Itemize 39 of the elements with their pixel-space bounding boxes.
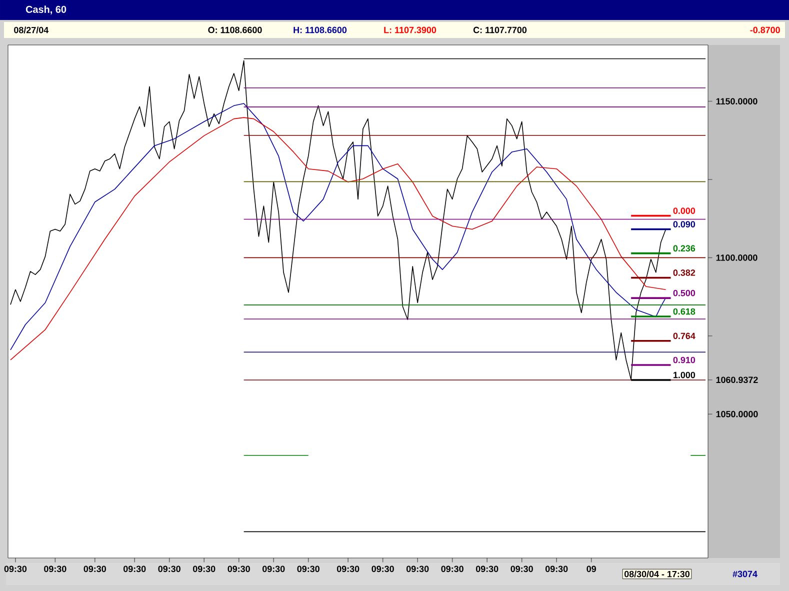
x-tick-label: 09:30 [372, 566, 394, 572]
y-tick-label: 1050.0000 [716, 410, 758, 418]
series-label: 0.764 [673, 332, 696, 340]
x-tick-label: 09:30 [476, 566, 498, 572]
text: -0.8700 [750, 26, 780, 34]
text: 08/30/04 - 17:30 [624, 570, 690, 578]
x-tick-label: 09:30 [44, 566, 66, 572]
text: C: 1107.7700 [473, 26, 527, 34]
x-tick-label: 09 [586, 566, 596, 572]
series-label: 0.000 [673, 208, 696, 214]
y-tick-label: 1150.0000 [716, 98, 758, 104]
series-label: 0.500 [673, 290, 696, 296]
text: O: 1108.6600 [208, 26, 262, 34]
x-tick-label: 09:30 [510, 566, 533, 572]
x-tick-label: 09:30 [193, 566, 216, 572]
x-tick-label: 09:30 [441, 566, 464, 572]
x-tick-label: 09:30 [297, 566, 320, 572]
series-label: 0.236 [673, 245, 696, 252]
series-label: 0.618 [673, 308, 696, 315]
x-tick-label: 09:30 [158, 566, 180, 572]
x-tick-label: 09:30 [545, 566, 568, 572]
text: #3074 [732, 570, 758, 578]
text: H: 1108.6600 [294, 26, 347, 34]
x-tick-label: 09:30 [4, 566, 27, 572]
x-tick-label: 09:30 [124, 566, 146, 572]
text: L: 1107.3900 [384, 26, 436, 34]
y-tick-label: 1060.9372 [716, 376, 758, 384]
x-tick-label: 09:30 [228, 566, 250, 572]
x-tick-label: 09:30 [406, 566, 429, 572]
series-label: 0.382 [673, 270, 696, 276]
x-tick-label: 09:30 [336, 566, 360, 572]
series-label: 0.910 [673, 356, 696, 364]
series-label: 1.000 [674, 372, 696, 378]
x-tick-label: 09:30 [84, 566, 106, 572]
text: 08/27/04 [14, 26, 49, 34]
y-tick-label: 1100.0000 [716, 254, 758, 261]
chart-title: Cash, 60 [26, 6, 66, 14]
x-tick-label: 09:30 [262, 566, 285, 572]
series-label: 0.090 [673, 221, 696, 228]
